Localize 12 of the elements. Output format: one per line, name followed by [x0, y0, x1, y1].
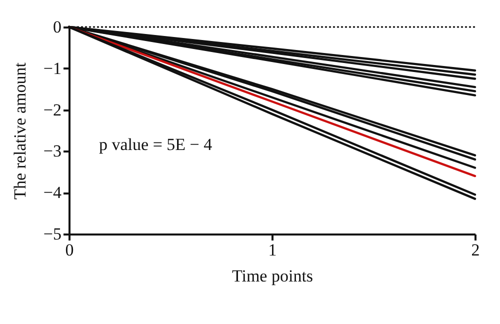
- x-tick-label: 2: [471, 240, 480, 260]
- y-tick-label: −4: [43, 183, 62, 202]
- y-axis-title: The relative amount: [10, 62, 30, 200]
- x-axis-title: Time points: [232, 266, 314, 286]
- y-tick-label: −3: [43, 142, 62, 161]
- x-tick-label: 1: [268, 240, 277, 260]
- x-tick-label: 0: [65, 240, 74, 260]
- y-tick-label: 0: [53, 18, 62, 36]
- y-tick-label: −1: [43, 58, 62, 78]
- annotation: p value = 5E − 4: [99, 135, 213, 154]
- y-tick-label: −5: [43, 224, 62, 244]
- y-tick-label: −2: [43, 100, 62, 120]
